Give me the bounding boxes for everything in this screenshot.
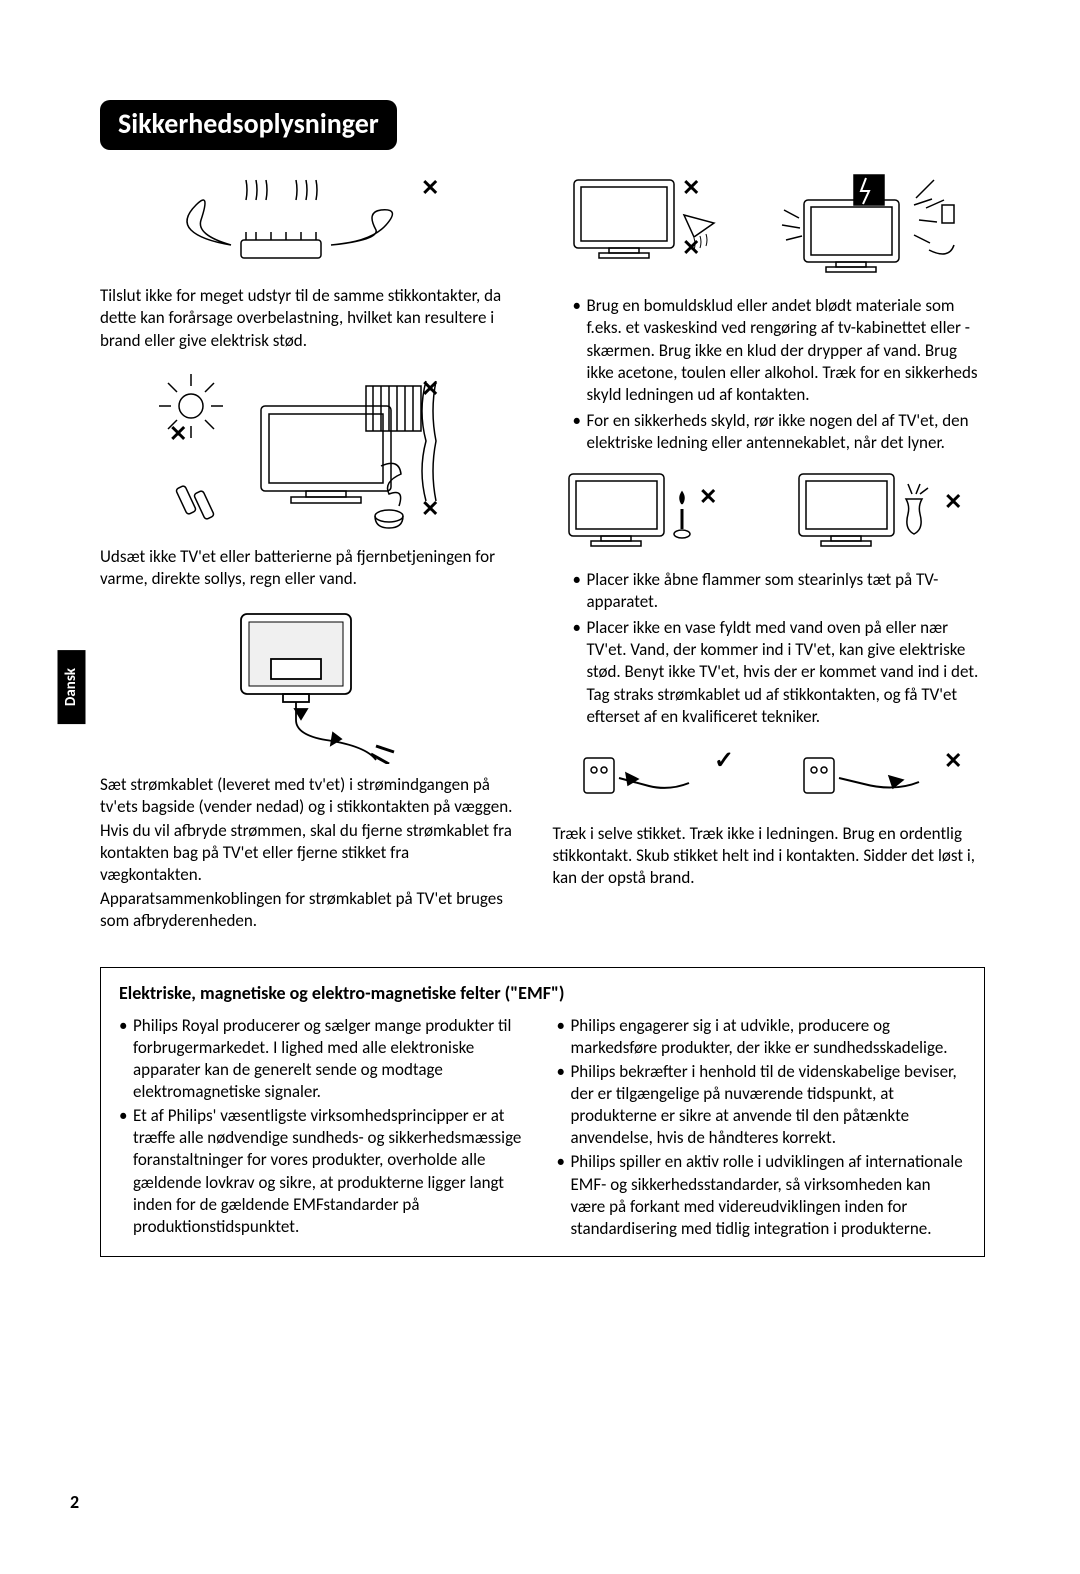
emf-left-b1: Philips Royal producerer og sælger mange… — [119, 1015, 529, 1103]
bullets-cleaning: Brug en bomuldsklud eller andet blødt ma… — [543, 295, 986, 454]
emf-right-b3: Philips spiller en aktiv rolle i udvikli… — [557, 1151, 967, 1239]
illustration-candle-vase: ✕ ✕ — [543, 464, 986, 559]
svg-text:✕: ✕ — [421, 376, 439, 401]
emf-right-b1: Philips engagerer sig i at udvikle, prod… — [557, 1015, 967, 1059]
bullet-candle: Placer ikke åbne flammer som stearinlys … — [573, 569, 986, 613]
left-column: ✕ Tilslut ikke for meget udstyr til de s… — [70, 164, 513, 946]
language-tab: Dansk — [58, 650, 86, 724]
svg-text:✕: ✕ — [944, 489, 962, 514]
illustration-power-cable — [70, 604, 513, 764]
svg-text:✕: ✕ — [421, 496, 439, 521]
right-column: ✕ ✕ Brug en bomuldsk — [543, 164, 986, 946]
svg-text:✕: ✕ — [169, 421, 187, 446]
para-power-c: Apparatsammenkoblingen for strømkablet p… — [70, 888, 513, 932]
svg-text:✕: ✕ — [944, 748, 962, 773]
bullet-vase: Placer ikke en vase fyldt med vand oven … — [573, 617, 986, 727]
para-plug: Træk i selve stikket. Træk ikke i lednin… — [543, 823, 986, 889]
svg-text:✕: ✕ — [682, 175, 700, 200]
para-power-b: Hvis du vil afbryde strømmen, skal du fj… — [70, 820, 513, 886]
emf-title: Elektriske, magnetiske og elektro-magnet… — [119, 982, 966, 1005]
svg-text:✕: ✕ — [682, 235, 700, 260]
svg-text:✕: ✕ — [421, 175, 439, 200]
illustration-overload: ✕ — [70, 170, 513, 275]
page-number: 2 — [70, 1491, 79, 1514]
main-columns: ✕ Tilslut ikke for meget udstyr til de s… — [70, 164, 985, 946]
illustration-cleaning-lightning: ✕ ✕ — [543, 170, 986, 285]
svg-text:✓: ✓ — [714, 747, 734, 774]
emf-left-col: Philips Royal producerer og sælger mange… — [119, 1015, 529, 1242]
illustration-plug: ✓ ✕ — [543, 738, 986, 813]
para-overload: Tilslut ikke for meget udstyr til de sam… — [70, 285, 513, 351]
bullet-lightning: For en sikkerheds skyld, rør ikke nogen … — [573, 410, 986, 454]
emf-left-b2: Et af Philips' væsentligste virksomhedsp… — [119, 1105, 529, 1238]
emf-right-col: Philips engagerer sig i at udvikle, prod… — [557, 1015, 967, 1242]
svg-text:✕: ✕ — [699, 484, 717, 509]
bullets-candle-vase: Placer ikke åbne flammer som stearinlys … — [543, 569, 986, 728]
emf-box: Elektriske, magnetiske og elektro-magnet… — [100, 967, 985, 1257]
illustration-heat-sun: ✕ ✕ ✕ — [70, 366, 513, 536]
emf-right-b2: Philips bekræfter i henhold til de viden… — [557, 1061, 967, 1149]
section-header: Sikkerhedsoplysninger — [100, 100, 397, 150]
para-power-a: Sæt strømkablet (leveret med tv'et) i st… — [70, 774, 513, 818]
bullet-cloth: Brug en bomuldsklud eller andet blødt ma… — [573, 295, 986, 405]
para-heat-sun: Udsæt ikke TV'et eller batterierne på fj… — [70, 546, 513, 590]
